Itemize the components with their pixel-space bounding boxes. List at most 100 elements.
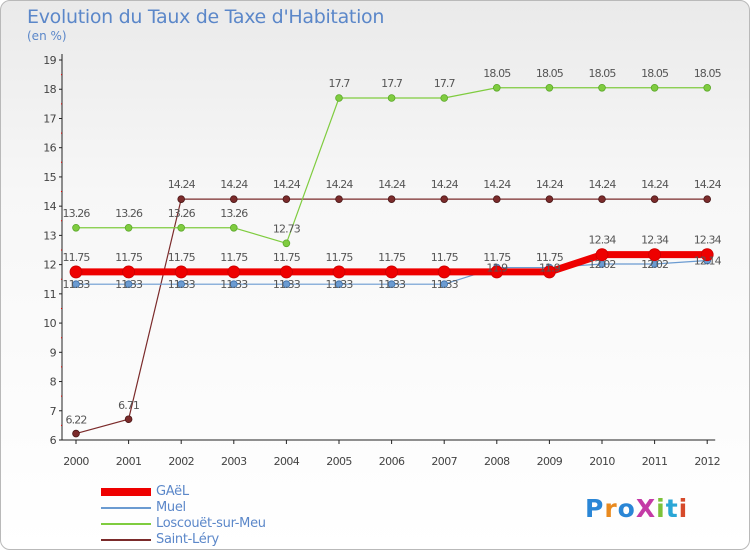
data-point	[177, 223, 186, 232]
legend-swatch	[101, 488, 151, 496]
data-label: 14.24	[220, 178, 248, 191]
legend-label: Loscouët-sur-Meu	[156, 516, 266, 531]
x-tick-label: 2006	[379, 455, 405, 468]
data-point	[543, 265, 556, 279]
data-label: 11.75	[168, 251, 196, 264]
logo-letter: o	[618, 494, 636, 523]
data-label: 11.75	[115, 251, 143, 264]
x-tick-label: 2000	[63, 455, 89, 468]
data-label: 13.26	[63, 207, 91, 220]
logo-letter: X	[636, 494, 656, 523]
data-point	[124, 280, 133, 289]
data-label: 11.33	[115, 278, 143, 291]
y-tick-label: 9	[50, 346, 57, 359]
data-point	[282, 195, 291, 203]
data-label: 12.02	[589, 258, 616, 271]
x-tick-label: 2010	[589, 455, 615, 468]
data-label: 13.26	[220, 207, 248, 220]
y-tick-label: 10	[43, 317, 56, 330]
x-tick-label: 2001	[116, 455, 142, 468]
legend-label: GAëL	[156, 484, 189, 499]
data-label: 12.34	[641, 234, 669, 247]
data-point	[595, 248, 609, 262]
data-label: 14.24	[641, 178, 669, 191]
legend-swatch	[101, 507, 151, 509]
data-point	[177, 280, 186, 289]
y-tick-label: 19	[43, 54, 56, 67]
data-point	[227, 265, 241, 279]
data-point	[279, 265, 293, 279]
data-label: 18.05	[483, 67, 511, 80]
data-point	[545, 195, 554, 203]
data-point	[492, 195, 501, 203]
data-point	[650, 195, 659, 203]
data-label: 12.14	[694, 255, 722, 268]
data-label: 12.02	[641, 258, 668, 271]
data-label: 14.24	[326, 178, 354, 191]
x-tick-label: 2005	[326, 455, 352, 468]
data-label: 11.33	[326, 278, 354, 291]
data-label: 11.75	[63, 251, 91, 264]
legend-swatch	[101, 523, 151, 525]
data-label: 11.33	[431, 278, 459, 291]
logo-text: ProXiti	[585, 494, 688, 523]
data-point	[385, 265, 399, 279]
data-label: 14.24	[483, 178, 511, 191]
data-label: 14.24	[431, 178, 459, 191]
data-label: 11.33	[273, 278, 301, 291]
data-point	[124, 223, 133, 232]
data-label: 11.75	[220, 251, 248, 264]
data-point	[490, 265, 504, 279]
data-point	[545, 83, 554, 92]
y-tick-label: 17	[43, 112, 56, 125]
data-point	[282, 280, 291, 289]
chart-subtitle: (en %)	[27, 29, 67, 43]
data-label: 18.05	[536, 67, 564, 80]
data-point	[282, 239, 291, 248]
logo-letter: t	[666, 494, 679, 523]
data-label: 11.75	[536, 251, 564, 264]
data-label: 17.7	[381, 77, 403, 90]
data-label: 14.24	[273, 178, 301, 191]
y-tick-label: 8	[50, 376, 57, 389]
data-label: 18.05	[694, 67, 722, 80]
data-label: 14.24	[378, 178, 406, 191]
data-point	[230, 280, 238, 289]
data-point	[332, 265, 346, 279]
data-point	[72, 280, 80, 289]
data-point	[174, 265, 188, 279]
x-tick-label: 2007	[431, 455, 457, 468]
data-label: 6.22	[66, 414, 87, 427]
data-label: 12.73	[273, 222, 301, 235]
data-label: 13.26	[115, 207, 143, 220]
data-label: 6.71	[118, 399, 139, 412]
data-point	[492, 83, 501, 92]
y-tick-label: 14	[43, 200, 56, 213]
y-tick-label: 11	[43, 288, 56, 301]
data-point	[437, 265, 451, 279]
data-label: 14.24	[589, 178, 617, 191]
series-line	[76, 87, 708, 244]
data-point	[124, 415, 133, 424]
legend-swatch	[101, 539, 151, 541]
data-label: 11.9	[486, 262, 508, 275]
data-label: 11.75	[431, 251, 459, 264]
data-point	[703, 83, 711, 92]
data-label: 18.05	[589, 67, 617, 80]
data-point	[335, 94, 343, 102]
data-label: 14.24	[536, 178, 564, 191]
data-point	[598, 195, 606, 203]
data-label: 14.24	[694, 178, 722, 191]
y-tick-label: 18	[43, 83, 56, 96]
x-tick-label: 2009	[537, 455, 563, 468]
data-point	[598, 83, 606, 92]
data-point	[387, 94, 396, 102]
data-point	[387, 195, 396, 203]
data-label: 13.26	[168, 207, 196, 220]
data-point	[72, 429, 80, 438]
data-point	[177, 195, 186, 203]
y-tick-label: 16	[43, 142, 56, 155]
legend-label: Muel	[156, 500, 186, 515]
